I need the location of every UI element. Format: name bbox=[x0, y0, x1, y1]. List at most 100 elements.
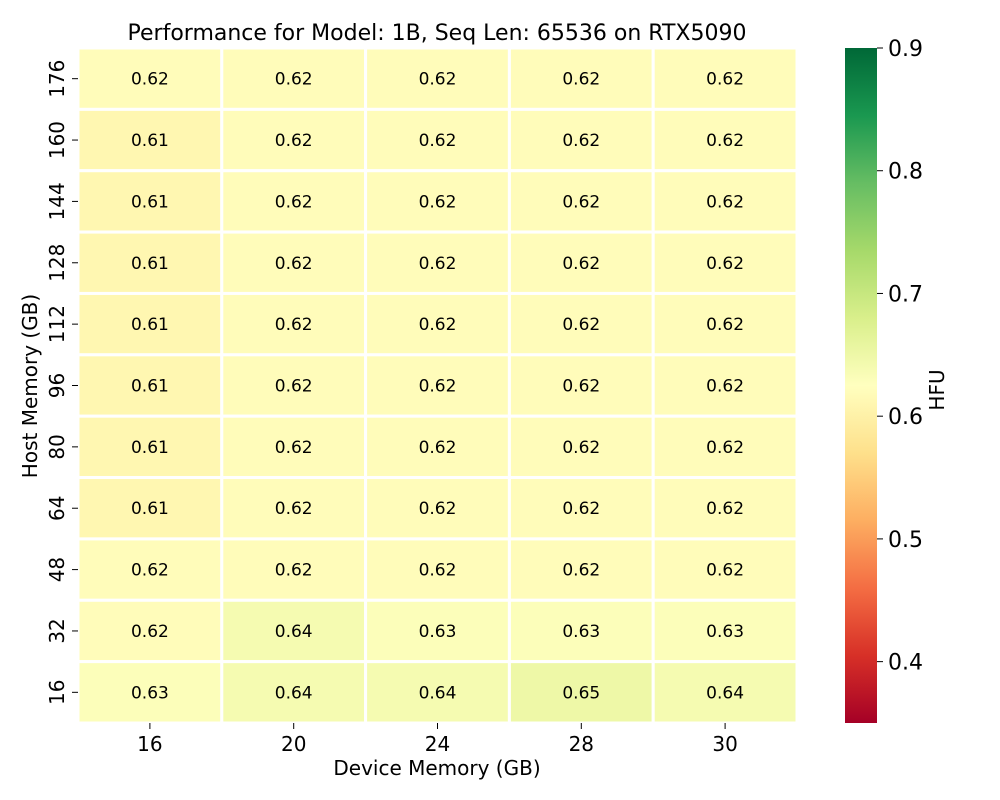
cell-value-label: 0.63 bbox=[706, 622, 744, 642]
cell-value-label: 0.62 bbox=[419, 499, 457, 519]
cell-value-label: 0.62 bbox=[419, 131, 457, 151]
heatmap-cell bbox=[651, 537, 799, 602]
x-tick-label: 16 bbox=[137, 732, 162, 756]
cell-value-label: 0.62 bbox=[131, 622, 169, 642]
y-tick-label: 96 bbox=[45, 373, 69, 398]
cell-value-label: 0.62 bbox=[562, 315, 600, 335]
cell-value-label: 0.62 bbox=[706, 377, 744, 397]
cell-value-label: 0.64 bbox=[706, 683, 744, 703]
chart-title: Performance for Model: 1B, Seq Len: 6553… bbox=[128, 21, 747, 46]
cell-value-label: 0.62 bbox=[562, 192, 600, 212]
cell-value-label: 0.61 bbox=[131, 438, 169, 458]
cell-value-label: 0.62 bbox=[706, 499, 744, 519]
y-tick-label: 48 bbox=[45, 557, 69, 582]
heatmap-cell bbox=[651, 598, 799, 664]
cell-value-label: 0.65 bbox=[562, 683, 600, 703]
cell-value-label: 0.62 bbox=[562, 70, 600, 90]
y-tick-label: 128 bbox=[45, 244, 69, 282]
cell-value-label: 0.63 bbox=[419, 622, 457, 642]
heatmap-cell bbox=[76, 598, 224, 664]
cell-value-label: 0.62 bbox=[275, 192, 313, 212]
colorbar-tick-label: 0.6 bbox=[888, 405, 923, 430]
colorbar-tick-label: 0.8 bbox=[888, 160, 923, 185]
heatmap-cell bbox=[364, 291, 511, 357]
heatmap-cell bbox=[364, 598, 511, 664]
cell-value-label: 0.63 bbox=[131, 683, 169, 703]
cell-value-label: 0.62 bbox=[419, 254, 457, 274]
heatmap-cell bbox=[220, 476, 368, 541]
cell-value-label: 0.62 bbox=[419, 192, 457, 212]
x-tick-label: 20 bbox=[281, 732, 306, 756]
cell-value-label: 0.62 bbox=[419, 438, 457, 458]
heatmap-cell bbox=[220, 291, 368, 357]
x-tick-label: 24 bbox=[425, 732, 450, 756]
heatmap-cell bbox=[220, 537, 368, 602]
y-tick-label: 32 bbox=[45, 618, 69, 643]
heatmap-cell bbox=[651, 660, 799, 725]
y-tick-label: 176 bbox=[45, 60, 69, 98]
heatmap-cell bbox=[220, 353, 368, 418]
heatmap-cell bbox=[364, 107, 511, 173]
cell-value-label: 0.61 bbox=[131, 315, 169, 335]
colorbar-label: HFU bbox=[925, 369, 949, 410]
x-tick-label: 28 bbox=[569, 732, 594, 756]
colorbar-tick-label: 0.4 bbox=[888, 651, 923, 676]
x-axis-ticks: 16 20 24 28 30 bbox=[137, 723, 738, 756]
heatmap-cell bbox=[76, 476, 224, 541]
heatmap-cell bbox=[507, 230, 655, 295]
cell-value-label: 0.62 bbox=[706, 131, 744, 151]
cell-value-label: 0.62 bbox=[706, 70, 744, 90]
x-tick-label: 30 bbox=[712, 732, 737, 756]
heatmap-cell bbox=[76, 414, 224, 480]
cell-value-label: 0.62 bbox=[706, 561, 744, 581]
cell-value-label: 0.64 bbox=[275, 683, 313, 703]
cell-value-label: 0.64 bbox=[419, 683, 457, 703]
cell-value-label: 0.61 bbox=[131, 377, 169, 397]
y-tick-label: 112 bbox=[45, 305, 69, 343]
cell-value-label: 0.62 bbox=[706, 192, 744, 212]
colorbar-ticks: 0.4 0.5 0.6 0.7 0.8 0.9 bbox=[877, 37, 923, 676]
cell-value-label: 0.62 bbox=[275, 499, 313, 519]
cell-value-label: 0.62 bbox=[275, 70, 313, 90]
cell-value-label: 0.62 bbox=[562, 254, 600, 274]
cell-value-label: 0.62 bbox=[706, 315, 744, 335]
cell-value-label: 0.62 bbox=[275, 254, 313, 274]
heatmap-cell bbox=[76, 660, 224, 725]
y-tick-label: 64 bbox=[45, 496, 69, 521]
cell-value-label: 0.62 bbox=[275, 561, 313, 581]
cell-value-label: 0.62 bbox=[419, 561, 457, 581]
cell-value-label: 0.62 bbox=[275, 315, 313, 335]
y-axis-ticks: 176 160 144 128 112 96 80 64 48 32 16 bbox=[45, 60, 78, 705]
cell-value-label: 0.62 bbox=[275, 377, 313, 397]
y-axis-label: Host Memory (GB) bbox=[18, 294, 42, 478]
y-tick-label: 16 bbox=[45, 680, 69, 705]
y-tick-label: 160 bbox=[45, 121, 69, 159]
cell-value-label: 0.62 bbox=[562, 561, 600, 581]
cell-value-label: 0.64 bbox=[275, 622, 313, 642]
colorbar-tick-label: 0.5 bbox=[888, 528, 923, 553]
cell-value-label: 0.62 bbox=[131, 561, 169, 581]
heatmap-cell bbox=[507, 353, 655, 418]
heatmap-cell bbox=[507, 598, 655, 664]
cell-value-label: 0.62 bbox=[706, 254, 744, 274]
cell-value-label: 0.61 bbox=[131, 254, 169, 274]
y-tick-label: 80 bbox=[45, 434, 69, 459]
x-axis-label: Device Memory (GB) bbox=[333, 756, 540, 780]
y-tick-label: 144 bbox=[45, 182, 69, 220]
cell-value-label: 0.61 bbox=[131, 499, 169, 519]
heatmap-cell bbox=[507, 169, 655, 234]
cell-value-label: 0.61 bbox=[131, 131, 169, 151]
colorbar-tick-label: 0.9 bbox=[888, 37, 923, 62]
cell-value-label: 0.62 bbox=[419, 315, 457, 335]
cell-value-label: 0.62 bbox=[562, 438, 600, 458]
cell-value-label: 0.62 bbox=[419, 377, 457, 397]
cell-value-label: 0.63 bbox=[562, 622, 600, 642]
heatmap-cell bbox=[651, 107, 799, 173]
cell-value-label: 0.62 bbox=[275, 131, 313, 151]
heatmap-cell bbox=[507, 660, 655, 725]
cell-value-label: 0.62 bbox=[275, 438, 313, 458]
heatmap-cell bbox=[220, 230, 368, 295]
cell-value-label: 0.62 bbox=[706, 438, 744, 458]
colorbar-tick-label: 0.7 bbox=[888, 282, 923, 307]
